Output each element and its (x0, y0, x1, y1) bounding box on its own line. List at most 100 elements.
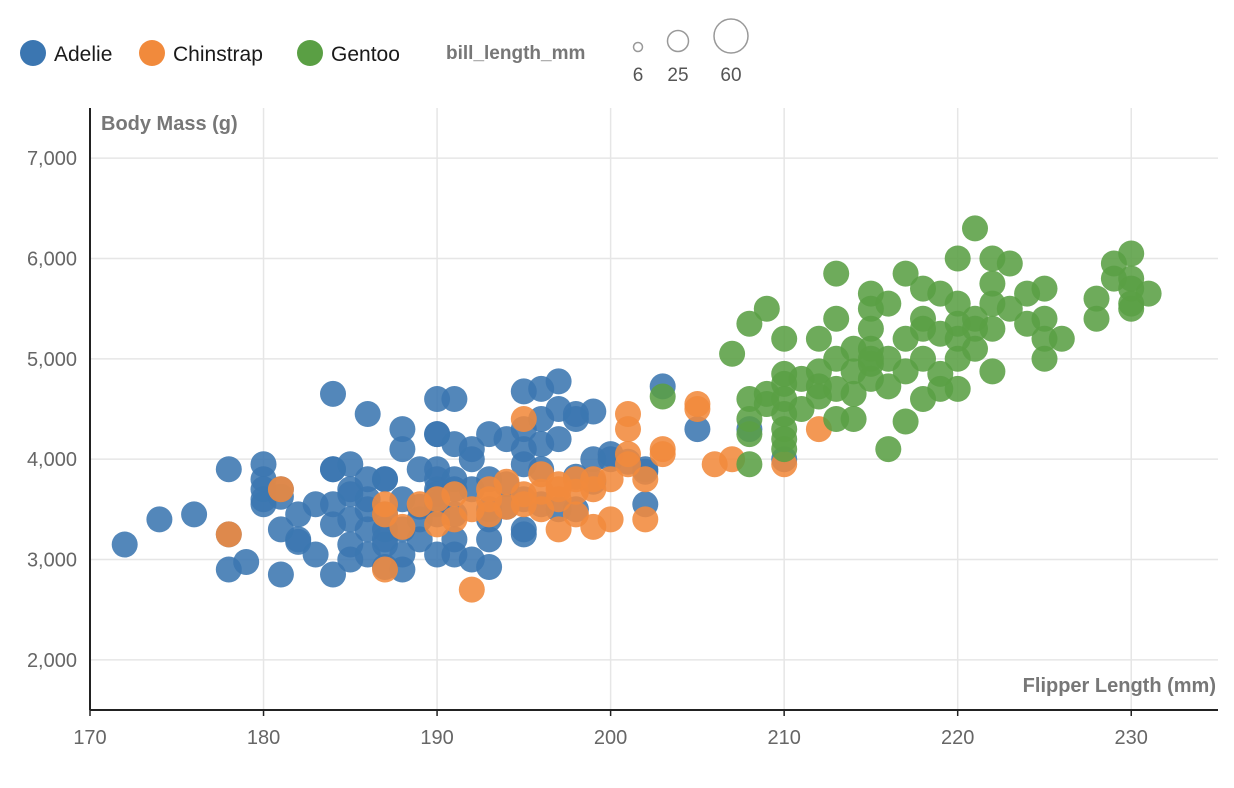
data-point-gentoo[interactable] (823, 305, 850, 332)
y-tick-label: 7,000 (27, 148, 77, 170)
data-point-chinstrap[interactable] (458, 576, 485, 603)
data-point-adelie[interactable] (580, 398, 607, 425)
data-point-gentoo[interactable] (962, 215, 988, 242)
data-point-adelie[interactable] (458, 436, 485, 463)
data-point-adelie[interactable] (389, 416, 416, 443)
data-point-gentoo[interactable] (771, 325, 798, 352)
data-point-gentoo[interactable] (910, 345, 936, 372)
data-point-gentoo[interactable] (875, 373, 902, 400)
size-legend-circle-small (632, 41, 644, 53)
data-point-gentoo[interactable] (719, 340, 746, 367)
data-point-gentoo[interactable] (649, 383, 676, 410)
data-point-gentoo[interactable] (875, 290, 902, 317)
data-point-adelie[interactable] (510, 521, 537, 548)
data-point-gentoo[interactable] (979, 270, 1006, 297)
data-point-gentoo[interactable] (1083, 305, 1110, 332)
x-axis-ticks: 170 180 190 200 210 220 230 (73, 710, 1148, 749)
x-tick-label: 200 (594, 727, 627, 749)
data-point-adelie[interactable] (476, 554, 503, 580)
data-point-adelie[interactable] (320, 561, 346, 588)
data-point-chinstrap[interactable] (597, 506, 624, 533)
data-point-chinstrap[interactable] (649, 441, 676, 468)
data-point-adelie[interactable] (215, 456, 242, 483)
data-point-gentoo[interactable] (979, 315, 1006, 342)
data-point-adelie[interactable] (441, 386, 468, 412)
data-point-chinstrap[interactable] (632, 466, 659, 493)
data-point-gentoo[interactable] (1031, 275, 1058, 302)
data-point-chinstrap[interactable] (684, 396, 711, 422)
data-points (111, 215, 1162, 603)
data-point-gentoo[interactable] (1048, 325, 1075, 352)
data-point-gentoo[interactable] (771, 426, 798, 453)
data-point-adelie[interactable] (372, 466, 398, 493)
data-point-gentoo[interactable] (962, 335, 988, 362)
data-point-adelie[interactable] (302, 541, 329, 568)
data-point-adelie[interactable] (389, 436, 416, 463)
x-tick-label: 180 (247, 727, 280, 749)
size-legend-label-large: 60 (720, 65, 741, 86)
data-point-gentoo[interactable] (753, 295, 780, 322)
data-point-chinstrap[interactable] (372, 491, 398, 518)
data-point-gentoo[interactable] (840, 406, 867, 432)
data-point-chinstrap[interactable] (510, 406, 537, 432)
series-chinstrap (215, 391, 832, 603)
x-axis-label: Flipper Length (mm) (1023, 675, 1216, 697)
size-legend-label-medium: 25 (667, 65, 688, 86)
data-point-adelie[interactable] (181, 501, 208, 528)
data-point-adelie[interactable] (320, 380, 346, 407)
data-point-gentoo[interactable] (979, 358, 1006, 385)
data-point-adelie[interactable] (267, 561, 294, 588)
legend-marker-gentoo (297, 40, 323, 66)
data-point-adelie[interactable] (389, 541, 416, 568)
x-tick-label: 220 (941, 727, 974, 749)
data-point-gentoo[interactable] (736, 310, 763, 337)
data-point-gentoo[interactable] (857, 315, 884, 342)
data-point-adelie[interactable] (146, 506, 173, 533)
data-point-gentoo[interactable] (1118, 240, 1145, 267)
data-point-gentoo[interactable] (944, 290, 971, 317)
data-point-gentoo[interactable] (892, 260, 919, 287)
data-point-gentoo[interactable] (736, 406, 763, 432)
data-point-gentoo[interactable] (944, 245, 971, 272)
data-point-adelie[interactable] (337, 451, 364, 478)
data-point-gentoo[interactable] (996, 295, 1023, 322)
data-point-adelie[interactable] (545, 426, 572, 453)
legend-item-gentoo[interactable]: Gentoo (297, 40, 400, 66)
data-point-gentoo[interactable] (1135, 280, 1162, 307)
data-point-adelie[interactable] (354, 401, 381, 427)
data-point-gentoo[interactable] (1118, 295, 1145, 322)
legend-item-adelie[interactable]: Adelie (20, 40, 112, 66)
data-point-chinstrap[interactable] (267, 476, 294, 503)
x-tick-label: 170 (73, 727, 106, 749)
data-point-gentoo[interactable] (840, 380, 867, 407)
data-point-gentoo[interactable] (944, 375, 971, 402)
data-point-gentoo[interactable] (1031, 305, 1058, 332)
data-point-chinstrap[interactable] (372, 556, 398, 583)
data-point-chinstrap[interactable] (545, 516, 572, 543)
y-axis-ticks: 2,000 3,000 4,000 5,000 6,000 7,000 (27, 148, 77, 672)
data-point-adelie[interactable] (684, 416, 711, 443)
data-point-adelie[interactable] (233, 549, 260, 575)
data-point-chinstrap[interactable] (615, 451, 641, 478)
data-point-chinstrap[interactable] (215, 521, 242, 548)
data-point-gentoo[interactable] (892, 408, 919, 435)
data-point-gentoo[interactable] (805, 325, 832, 352)
data-point-chinstrap[interactable] (615, 416, 641, 443)
data-point-chinstrap[interactable] (597, 466, 624, 493)
data-point-chinstrap[interactable] (389, 513, 416, 540)
data-point-adelie[interactable] (111, 531, 138, 558)
data-point-chinstrap[interactable] (632, 506, 659, 533)
legend-item-chinstrap[interactable]: Chinstrap (139, 40, 263, 66)
data-point-adelie[interactable] (285, 526, 312, 553)
data-point-gentoo[interactable] (823, 260, 850, 287)
data-point-adelie[interactable] (476, 526, 503, 553)
data-point-gentoo[interactable] (736, 451, 763, 478)
x-tick-label: 190 (420, 727, 453, 749)
data-point-chinstrap[interactable] (441, 481, 468, 508)
data-point-gentoo[interactable] (996, 250, 1023, 277)
size-legend-label-small: 6 (633, 65, 644, 86)
data-point-gentoo[interactable] (1031, 345, 1058, 372)
data-point-adelie[interactable] (545, 368, 572, 395)
data-point-gentoo[interactable] (1083, 285, 1110, 312)
data-point-gentoo[interactable] (875, 436, 902, 463)
